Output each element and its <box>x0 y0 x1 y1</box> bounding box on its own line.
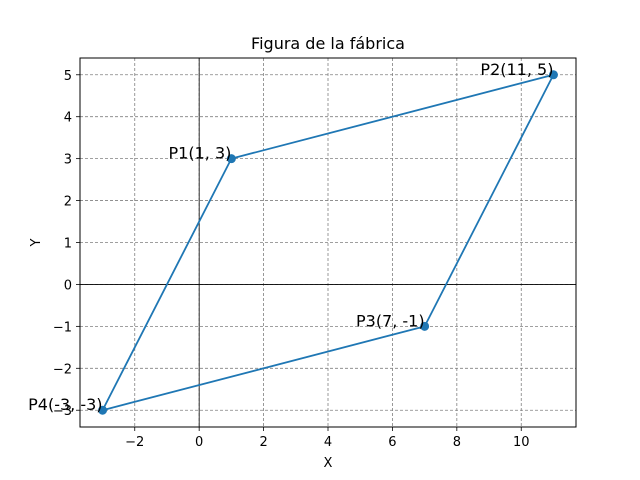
reference-lines <box>80 58 576 427</box>
x-tick-label: 6 <box>388 435 396 450</box>
y-tick-label: −3 <box>53 404 72 419</box>
x-tick-label: 4 <box>324 435 332 450</box>
y-tick-label: 5 <box>64 69 72 84</box>
y-tick-label: −1 <box>53 320 72 335</box>
chart-title: Figura de la fábrica <box>251 34 405 53</box>
x-tick-label: 10 <box>513 435 530 450</box>
grid <box>80 58 576 427</box>
data-point-marker <box>548 70 558 80</box>
points-layer <box>98 70 558 415</box>
point-labels: P1(1, 3) P2(11, 5) P3(7, -1) P4(-3, -3) <box>28 60 553 414</box>
y-tick-label: 0 <box>64 278 72 293</box>
y-tick-label: 1 <box>64 237 72 252</box>
x-tick-label: −2 <box>125 435 144 450</box>
y-tick-label: 3 <box>64 153 72 168</box>
point-label: P4(-3, -3) <box>28 395 102 414</box>
point-label: P3(7, -1) <box>356 311 425 330</box>
x-axis-label: X <box>324 456 333 471</box>
point-label: P2(11, 5) <box>480 60 553 79</box>
data-point-marker <box>98 405 108 415</box>
x-tick-label: 8 <box>453 435 461 450</box>
x-tick-label: 0 <box>195 435 203 450</box>
data-point-marker <box>420 321 430 331</box>
data-point-marker <box>226 154 236 164</box>
y-axis-label: Y <box>29 238 44 247</box>
x-axis-ticks: −2 0 2 4 6 8 10 <box>125 427 530 450</box>
y-tick-label: 2 <box>64 195 72 210</box>
x-tick-label: 2 <box>259 435 267 450</box>
y-tick-label: −2 <box>53 362 72 377</box>
y-axis-ticks: −3 −2 −1 0 1 2 3 4 5 <box>53 69 80 419</box>
point-label: P1(1, 3) <box>169 144 232 163</box>
y-tick-label: 4 <box>64 111 72 126</box>
